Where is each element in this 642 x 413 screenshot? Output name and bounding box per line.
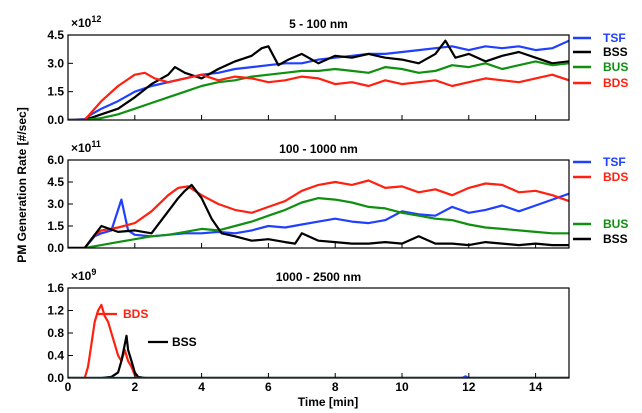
x-tick-label: 8 [332, 380, 339, 394]
y-exponent-base: ×10 [71, 269, 92, 283]
panel-title: 100 - 1000 nm [279, 142, 358, 156]
panel-3: 1000 - 2500 nm ×109 0.0 0.4 0.8 1.2 1.6 0 2 4 6 8 10… [47, 267, 570, 394]
panel-title: 5 - 100 nm [289, 17, 348, 31]
annotation-label-bss: BSS [172, 335, 197, 349]
y-exponent: ×1012 [71, 14, 101, 30]
series-line-bss [68, 39, 569, 120]
annotation-label-bds: BDS [123, 307, 148, 321]
panel-title: 1000 - 2500 nm [276, 270, 361, 284]
y-tick-label: 1.2 [47, 304, 64, 318]
legend-label-bss: BSS [603, 232, 628, 246]
y-tick-label: 0.0 [47, 371, 64, 385]
y-tick-label: 1.5 [47, 219, 64, 233]
y-exponent-power: 9 [91, 267, 96, 277]
series-group [68, 303, 569, 378]
x-tick-label: 14 [529, 380, 543, 394]
legend-label-bds: BDS [603, 170, 628, 184]
y-exponent-power: 11 [91, 139, 101, 149]
y-tick-label: 1.5 [47, 85, 64, 99]
y-tick-label: 1.6 [47, 281, 64, 295]
legend-label-tsf: TSF [603, 31, 626, 45]
x-tick-label: 10 [395, 380, 409, 394]
series-line-bus [68, 60, 569, 120]
x-tick-label: 12 [462, 380, 476, 394]
legend-label-bus: BUS [603, 60, 628, 74]
series-line-tsf [68, 39, 569, 120]
y-axis-label: PM Generation Rate [#/sec] [15, 107, 29, 262]
legend-label-tsf: TSF [603, 155, 626, 169]
series-group [68, 39, 569, 120]
y-tick-label: 3.0 [47, 197, 64, 211]
series-line-bds [68, 179, 569, 248]
y-tick-label: 6.0 [47, 153, 64, 167]
plot-frame [67, 287, 570, 379]
x-tick-label: 0 [65, 380, 72, 394]
plot-frame [67, 34, 570, 121]
series-line-bds [68, 303, 569, 378]
y-tick-label: 4.5 [47, 175, 64, 189]
y-exponent-power: 12 [91, 14, 101, 24]
series-line-bus [68, 197, 569, 248]
legend-label-bss: BSS [603, 45, 628, 59]
y-exponent: ×109 [71, 267, 96, 283]
x-axis-label: Time [min] [298, 395, 358, 409]
x-tick-label: 2 [131, 380, 138, 394]
x-tick-label: 4 [198, 380, 205, 394]
y-tick-label: 0.4 [47, 349, 64, 363]
x-tick-label: 6 [265, 380, 272, 394]
legend-label-bus: BUS [603, 217, 628, 231]
series-line-bss [68, 334, 569, 378]
y-exponent: ×1011 [71, 139, 101, 155]
y-tick-label: 3.0 [47, 56, 64, 70]
series-line-bss [68, 183, 569, 248]
y-exponent-base: ×10 [71, 16, 92, 30]
y-tick-label: 0.8 [47, 326, 64, 340]
legend-label-bds: BDS [603, 76, 628, 90]
series-line-tsf [68, 192, 569, 248]
y-exponent-base: ×10 [71, 141, 92, 155]
series-line-bds [68, 71, 569, 120]
y-tick-label: 0.0 [47, 113, 64, 127]
y-tick-label: 4.5 [47, 28, 64, 42]
y-tick-label: 0.0 [47, 241, 64, 255]
series-group [68, 179, 569, 248]
